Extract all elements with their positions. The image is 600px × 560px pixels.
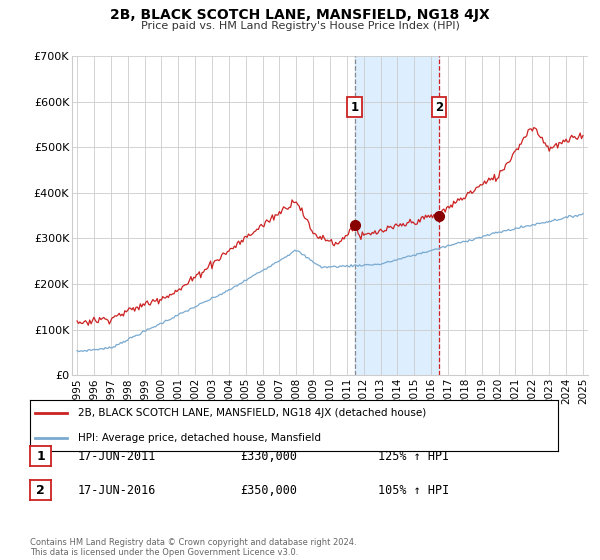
Text: 17-JUN-2011: 17-JUN-2011: [78, 450, 157, 463]
Text: 125% ↑ HPI: 125% ↑ HPI: [378, 450, 449, 463]
Text: 1: 1: [36, 450, 45, 463]
Text: £330,000: £330,000: [240, 450, 297, 463]
Text: 2: 2: [36, 483, 45, 497]
Text: 2B, BLACK SCOTCH LANE, MANSFIELD, NG18 4JX (detached house): 2B, BLACK SCOTCH LANE, MANSFIELD, NG18 4…: [77, 408, 426, 418]
Text: Contains HM Land Registry data © Crown copyright and database right 2024.
This d: Contains HM Land Registry data © Crown c…: [30, 538, 356, 557]
Text: 2: 2: [435, 101, 443, 114]
Text: 17-JUN-2016: 17-JUN-2016: [78, 483, 157, 497]
Text: £350,000: £350,000: [240, 483, 297, 497]
Bar: [355, 56, 439, 375]
Text: Price paid vs. HM Land Registry's House Price Index (HPI): Price paid vs. HM Land Registry's House …: [140, 21, 460, 31]
Text: 1: 1: [350, 101, 359, 114]
Text: 105% ↑ HPI: 105% ↑ HPI: [378, 483, 449, 497]
Text: 2B, BLACK SCOTCH LANE, MANSFIELD, NG18 4JX: 2B, BLACK SCOTCH LANE, MANSFIELD, NG18 4…: [110, 8, 490, 22]
Text: HPI: Average price, detached house, Mansfield: HPI: Average price, detached house, Mans…: [77, 433, 320, 443]
